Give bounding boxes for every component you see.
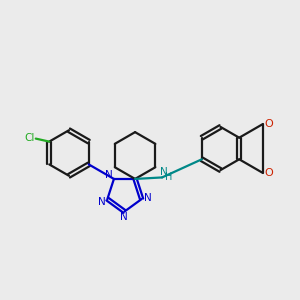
Text: N: N [120, 212, 128, 223]
Text: O: O [265, 168, 274, 178]
Text: N: N [160, 167, 167, 177]
Text: O: O [265, 118, 274, 129]
Text: Cl: Cl [24, 133, 34, 143]
Text: N: N [144, 193, 152, 202]
Text: N: N [105, 170, 112, 180]
Text: H: H [165, 172, 172, 182]
Text: N: N [98, 197, 105, 207]
